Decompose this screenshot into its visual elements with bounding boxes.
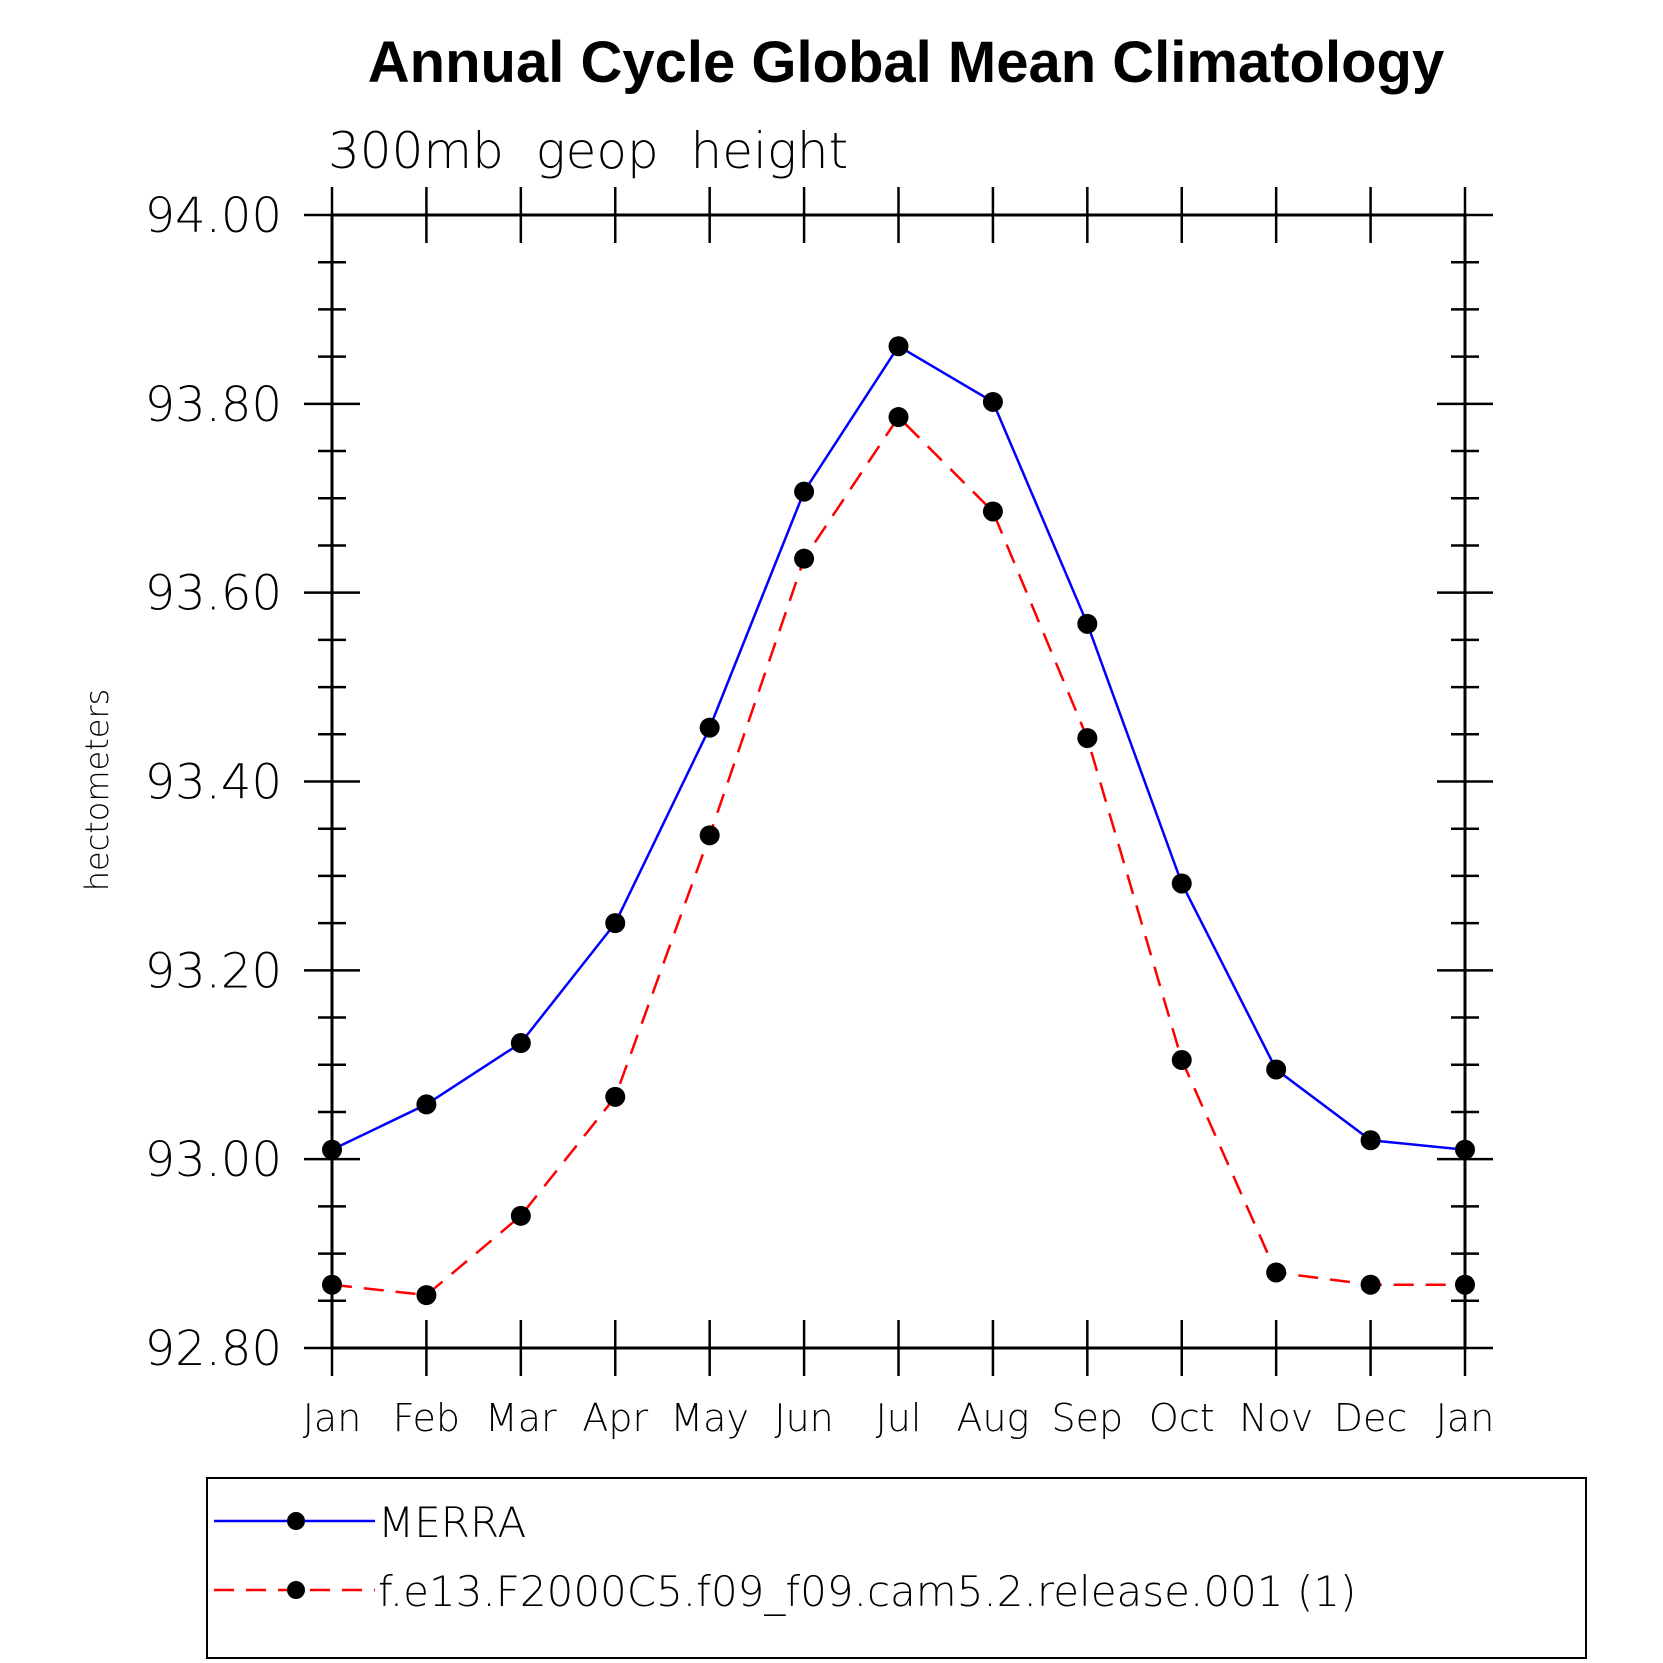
x-axis-ticks: Jan Feb Mar Apr May Jun Jul Aug Sep Oct Nov Dec Jan bbox=[303, 187, 1495, 1440]
data-point-series-1 bbox=[416, 1285, 437, 1306]
data-point-series-0 bbox=[1360, 1130, 1381, 1151]
data-point-series-1 bbox=[605, 1086, 626, 1107]
data-point-series-0 bbox=[510, 1033, 531, 1054]
data-point-series-1 bbox=[322, 1274, 342, 1295]
y-axis-label: hectometers bbox=[78, 689, 116, 892]
data-point-series-0 bbox=[1171, 873, 1192, 894]
data-point-series-0 bbox=[794, 481, 815, 502]
chart-subtitle: 300mb geop height bbox=[328, 122, 848, 180]
data-point-series-0 bbox=[322, 1139, 342, 1160]
data-point-series-0 bbox=[1077, 613, 1098, 634]
data-point-series-1 bbox=[510, 1205, 531, 1226]
legend-box bbox=[206, 1477, 1587, 1659]
series-layer bbox=[322, 336, 1475, 1306]
x-tick-label: Sep bbox=[1052, 1396, 1124, 1440]
data-point-series-1 bbox=[1455, 1274, 1475, 1295]
y-tick-label: 93.60 bbox=[145, 566, 282, 622]
y-tick-label: 93.40 bbox=[145, 755, 282, 811]
y-tick-label: 92.80 bbox=[145, 1321, 282, 1377]
x-tick-label: Apr bbox=[582, 1396, 648, 1440]
x-tick-label: May bbox=[670, 1396, 749, 1440]
legend-marker-merra bbox=[287, 1512, 305, 1530]
data-point-series-1 bbox=[888, 407, 909, 428]
x-tick-label: Feb bbox=[393, 1396, 460, 1440]
x-tick-label: Jun bbox=[774, 1396, 833, 1440]
y-tick-label: 94.00 bbox=[145, 188, 282, 244]
y-tick-label: 93.00 bbox=[145, 1132, 282, 1188]
legend-marker-cam5 bbox=[287, 1581, 305, 1599]
y-tick-label: 93.80 bbox=[145, 377, 282, 433]
data-point-series-1 bbox=[1171, 1050, 1192, 1071]
legend: MERRA f.e13.F2000C5.f09_f09.cam5.2.relea… bbox=[206, 1477, 1587, 1659]
data-point-series-1 bbox=[699, 825, 720, 846]
data-point-series-0 bbox=[1455, 1139, 1475, 1160]
data-point-series-1 bbox=[1360, 1274, 1381, 1295]
x-tick-label: Dec bbox=[1334, 1396, 1408, 1440]
data-point-series-0 bbox=[416, 1094, 437, 1115]
data-point-series-1 bbox=[1266, 1262, 1287, 1283]
x-tick-label: Jan bbox=[1436, 1396, 1495, 1440]
data-point-series-0 bbox=[982, 391, 1003, 412]
legend-label-merra: MERRA bbox=[378, 1498, 526, 1547]
x-tick-label: Jan bbox=[303, 1396, 362, 1440]
x-tick-label: Nov bbox=[1239, 1396, 1313, 1440]
x-tick-label: Oct bbox=[1149, 1396, 1215, 1440]
data-point-series-1 bbox=[794, 548, 815, 569]
data-point-series-0 bbox=[888, 336, 909, 357]
data-point-series-1 bbox=[1077, 728, 1098, 749]
y-tick-label: 93.20 bbox=[145, 943, 282, 999]
chart-title: Annual Cycle Global Mean Climatology bbox=[368, 30, 1444, 95]
data-point-series-1 bbox=[982, 501, 1003, 522]
x-tick-label: Mar bbox=[485, 1396, 557, 1440]
data-point-series-0 bbox=[1266, 1059, 1287, 1080]
x-tick-label: Aug bbox=[956, 1396, 1029, 1440]
data-point-series-0 bbox=[699, 717, 720, 738]
data-point-series-0 bbox=[605, 913, 626, 934]
x-tick-label: Jul bbox=[876, 1396, 922, 1440]
y-axis-ticks: 92.80 93.00 93.20 93.40 93.60 93.80 94.00 bbox=[145, 188, 1493, 1377]
legend-label-cam5: f.e13.F2000C5.f09_f09.cam5.2.release.001… bbox=[378, 1567, 1356, 1616]
